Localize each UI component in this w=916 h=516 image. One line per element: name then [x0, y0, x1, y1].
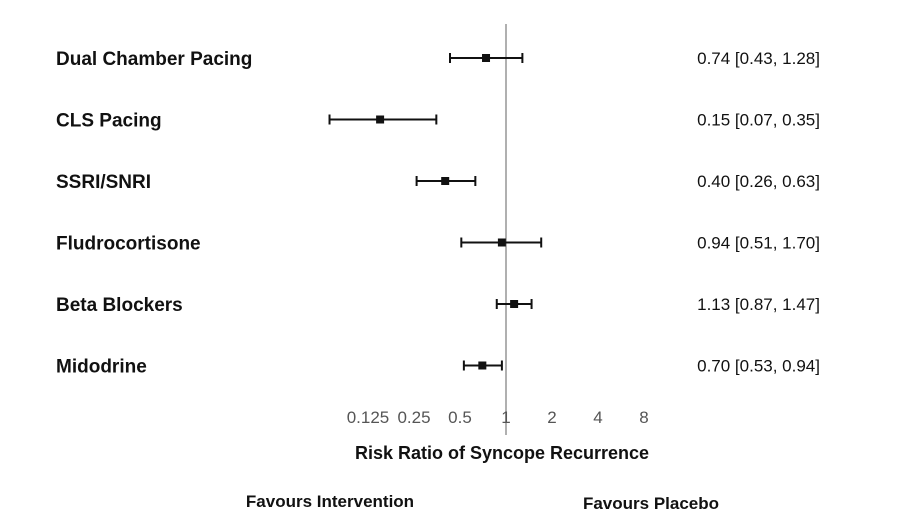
favours-placebo-label: Favours Placebo [583, 494, 719, 513]
rows-layer: Dual Chamber Pacing 0.74 [0.43, 1.28] CLS … [56, 49, 820, 378]
forest-row: Midodrine 0.70 [0.53, 0.94] [56, 357, 820, 378]
x-axis-ticks: 0.125 0.25 0.5 1 2 4 8 [347, 408, 649, 427]
point-estimate-marker [510, 300, 519, 308]
x-tick-label: 1 [501, 408, 510, 427]
x-tick-label: 0.125 [347, 408, 390, 427]
point-estimate-marker [441, 177, 450, 185]
ci-value-label: 1.13 [0.87, 1.47] [697, 295, 820, 314]
row-label: Dual Chamber Pacing [56, 49, 252, 70]
ci-value-label: 0.74 [0.43, 1.28] [697, 49, 820, 68]
row-label: Midodrine [56, 357, 147, 378]
ci-value-label: 0.70 [0.53, 0.94] [697, 357, 820, 376]
point-estimate-marker [376, 115, 385, 124]
row-label: Fludrocortisone [56, 234, 201, 255]
point-estimate-marker [482, 54, 491, 62]
point-estimate-marker [478, 361, 487, 370]
row-label: CLS Pacing [56, 111, 162, 132]
ci-value-label: 0.94 [0.51, 1.70] [697, 234, 820, 253]
favours-intervention-label: Favours Intervention [246, 492, 414, 511]
x-axis-title: Risk Ratio of Syncope Recurrence [355, 443, 649, 463]
x-tick-label: 0.25 [397, 408, 430, 427]
x-tick-label: 8 [639, 408, 648, 427]
forest-row: CLS Pacing 0.15 [0.07, 0.35] [56, 111, 820, 132]
row-label: Beta Blockers [56, 295, 183, 316]
forest-row: Dual Chamber Pacing 0.74 [0.43, 1.28] [56, 49, 820, 70]
row-label: SSRI/SNRI [56, 172, 151, 193]
x-tick-label: 4 [593, 408, 602, 427]
x-tick-label: 0.5 [448, 408, 472, 427]
ci-value-label: 0.40 [0.26, 0.63] [697, 172, 820, 191]
point-estimate-marker [497, 238, 506, 247]
x-tick-label: 2 [547, 408, 556, 427]
forest-row: SSRI/SNRI 0.40 [0.26, 0.63] [56, 172, 820, 193]
forest-row: Beta Blockers 1.13 [0.87, 1.47] [56, 295, 820, 316]
ci-value-label: 0.15 [0.07, 0.35] [697, 111, 820, 130]
forest-row: Fludrocortisone 0.94 [0.51, 1.70] [56, 234, 820, 255]
